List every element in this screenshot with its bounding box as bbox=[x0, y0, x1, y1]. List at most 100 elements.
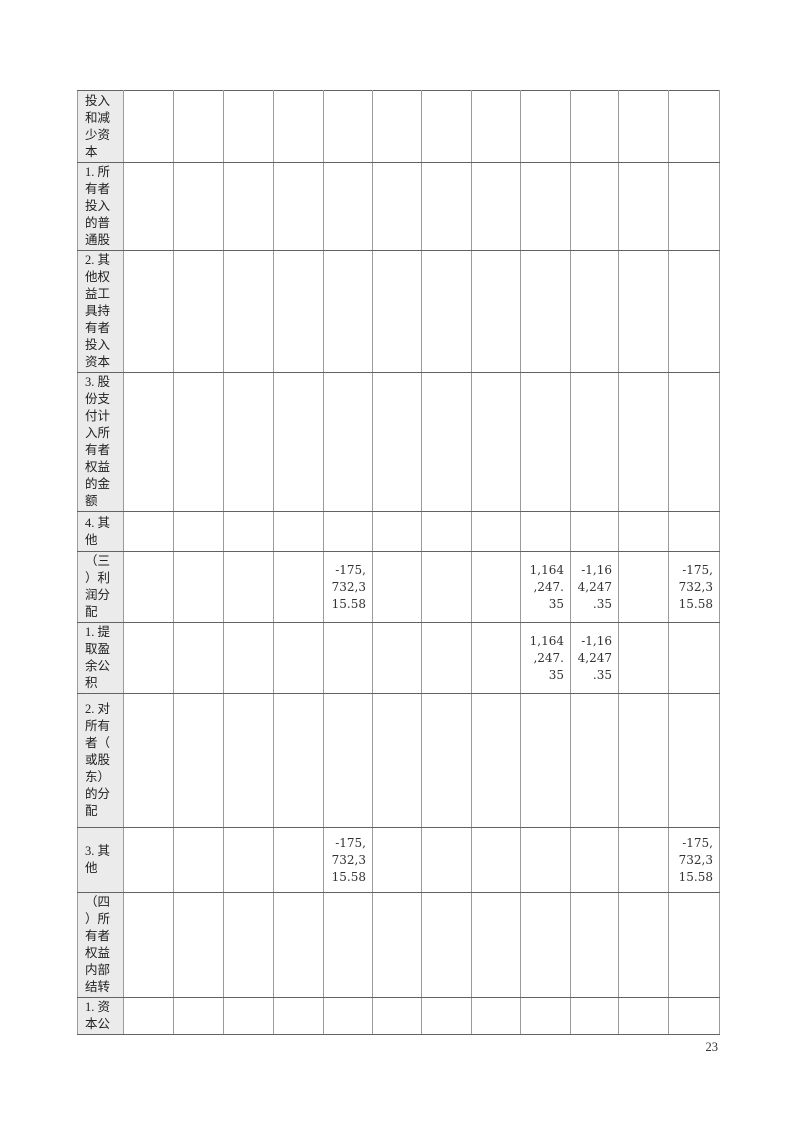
empty-cell bbox=[668, 511, 720, 552]
empty-cell bbox=[273, 250, 324, 373]
empty-cell bbox=[668, 250, 720, 373]
page-number: 23 bbox=[705, 1040, 719, 1054]
empty-cell bbox=[273, 827, 324, 893]
empty-cell bbox=[471, 511, 521, 552]
empty-cell bbox=[520, 693, 571, 828]
empty-cell bbox=[173, 827, 224, 893]
empty-cell bbox=[471, 372, 521, 512]
empty-cell bbox=[223, 372, 274, 512]
row-label-cell: 投入和减少资本 bbox=[77, 90, 124, 163]
table-row: 1. 所有者投入的普通股 bbox=[77, 162, 720, 251]
row-label-cell: 3. 股份支付计入所有者权益的金额 bbox=[77, 372, 124, 512]
empty-cell bbox=[173, 551, 224, 623]
empty-cell bbox=[570, 827, 619, 893]
empty-cell bbox=[223, 892, 274, 998]
empty-cell bbox=[273, 372, 324, 512]
empty-cell bbox=[273, 162, 324, 251]
empty-cell bbox=[618, 372, 669, 512]
empty-cell bbox=[618, 997, 669, 1035]
empty-cell bbox=[372, 827, 422, 893]
empty-cell bbox=[421, 511, 472, 552]
empty-cell bbox=[618, 693, 669, 828]
empty-cell bbox=[223, 162, 274, 251]
empty-cell bbox=[570, 90, 619, 163]
empty-cell bbox=[668, 892, 720, 998]
empty-cell bbox=[471, 892, 521, 998]
value-cell: 1,164,247.35 bbox=[520, 551, 571, 623]
empty-cell bbox=[323, 372, 373, 512]
empty-cell bbox=[520, 827, 571, 893]
value-cell: 1,164,247.35 bbox=[520, 622, 571, 694]
table-body: 投入和减少资本 1. 所有者投入的普通股 2. 其他权益工具持有者投入资本 3. 股份… bbox=[77, 90, 720, 1035]
empty-cell bbox=[668, 372, 720, 512]
empty-cell bbox=[372, 372, 422, 512]
table-row: 2. 其他权益工具持有者投入资本 bbox=[77, 250, 720, 373]
empty-cell bbox=[668, 622, 720, 694]
table-row: 3. 股份支付计入所有者权益的金额 bbox=[77, 372, 720, 512]
value-cell: -1,164,247.35 bbox=[570, 551, 619, 623]
empty-cell bbox=[273, 997, 324, 1035]
empty-cell bbox=[273, 892, 324, 998]
table-row: 4. 其他 bbox=[77, 511, 720, 552]
empty-cell bbox=[618, 162, 669, 251]
empty-cell bbox=[173, 892, 224, 998]
empty-cell bbox=[323, 622, 373, 694]
empty-cell bbox=[421, 250, 472, 373]
row-label-cell: （三）利润分配 bbox=[77, 551, 124, 623]
value-cell: -175,732,315.58 bbox=[323, 827, 373, 893]
empty-cell bbox=[323, 250, 373, 373]
empty-cell bbox=[421, 693, 472, 828]
row-label-cell: 3. 其他 bbox=[77, 827, 124, 893]
empty-cell bbox=[123, 250, 174, 373]
empty-cell bbox=[223, 511, 274, 552]
table-row: 1. 提取盈余公积 1,164,247.35 -1,164,247.35 bbox=[77, 622, 720, 694]
value-cell: -175,732,315.58 bbox=[668, 551, 720, 623]
empty-cell bbox=[570, 372, 619, 512]
empty-cell bbox=[273, 622, 324, 694]
table-row: （四）所有者权益内部结转 bbox=[77, 892, 720, 998]
table-row: 投入和减少资本 bbox=[77, 90, 720, 163]
empty-cell bbox=[618, 551, 669, 623]
empty-cell bbox=[421, 90, 472, 163]
empty-cell bbox=[173, 511, 224, 552]
empty-cell bbox=[570, 162, 619, 251]
empty-cell bbox=[123, 90, 174, 163]
empty-cell bbox=[323, 892, 373, 998]
empty-cell bbox=[223, 622, 274, 694]
empty-cell bbox=[471, 162, 521, 251]
empty-cell bbox=[273, 693, 324, 828]
empty-cell bbox=[520, 162, 571, 251]
empty-cell bbox=[372, 892, 422, 998]
table-row: 3. 其他 -175,732,315.58 -175,732,315.58 bbox=[77, 827, 720, 893]
empty-cell bbox=[421, 551, 472, 623]
empty-cell bbox=[421, 827, 472, 893]
empty-cell bbox=[223, 997, 274, 1035]
table-row: 1. 资本公 bbox=[77, 997, 720, 1035]
empty-cell bbox=[323, 90, 373, 163]
empty-cell bbox=[520, 997, 571, 1035]
empty-cell bbox=[372, 250, 422, 373]
empty-cell bbox=[570, 250, 619, 373]
empty-cell bbox=[372, 622, 422, 694]
table-row: （三）利润分配 -175,732,315.58 1,164,247.35 -1,164… bbox=[77, 551, 720, 623]
row-label-cell: 2. 对所有者（或股东）的分配 bbox=[77, 693, 124, 828]
empty-cell bbox=[471, 997, 521, 1035]
empty-cell bbox=[372, 90, 422, 163]
empty-cell bbox=[123, 162, 174, 251]
empty-cell bbox=[618, 250, 669, 373]
empty-cell bbox=[520, 511, 571, 552]
empty-cell bbox=[273, 511, 324, 552]
empty-cell bbox=[123, 693, 174, 828]
empty-cell bbox=[173, 372, 224, 512]
empty-cell bbox=[223, 827, 274, 893]
empty-cell bbox=[668, 90, 720, 163]
empty-cell bbox=[273, 90, 324, 163]
empty-cell bbox=[372, 511, 422, 552]
empty-cell bbox=[372, 997, 422, 1035]
empty-cell bbox=[123, 551, 174, 623]
empty-cell bbox=[471, 250, 521, 373]
row-label-cell: 1. 提取盈余公积 bbox=[77, 622, 124, 694]
empty-cell bbox=[372, 162, 422, 251]
empty-cell bbox=[123, 511, 174, 552]
